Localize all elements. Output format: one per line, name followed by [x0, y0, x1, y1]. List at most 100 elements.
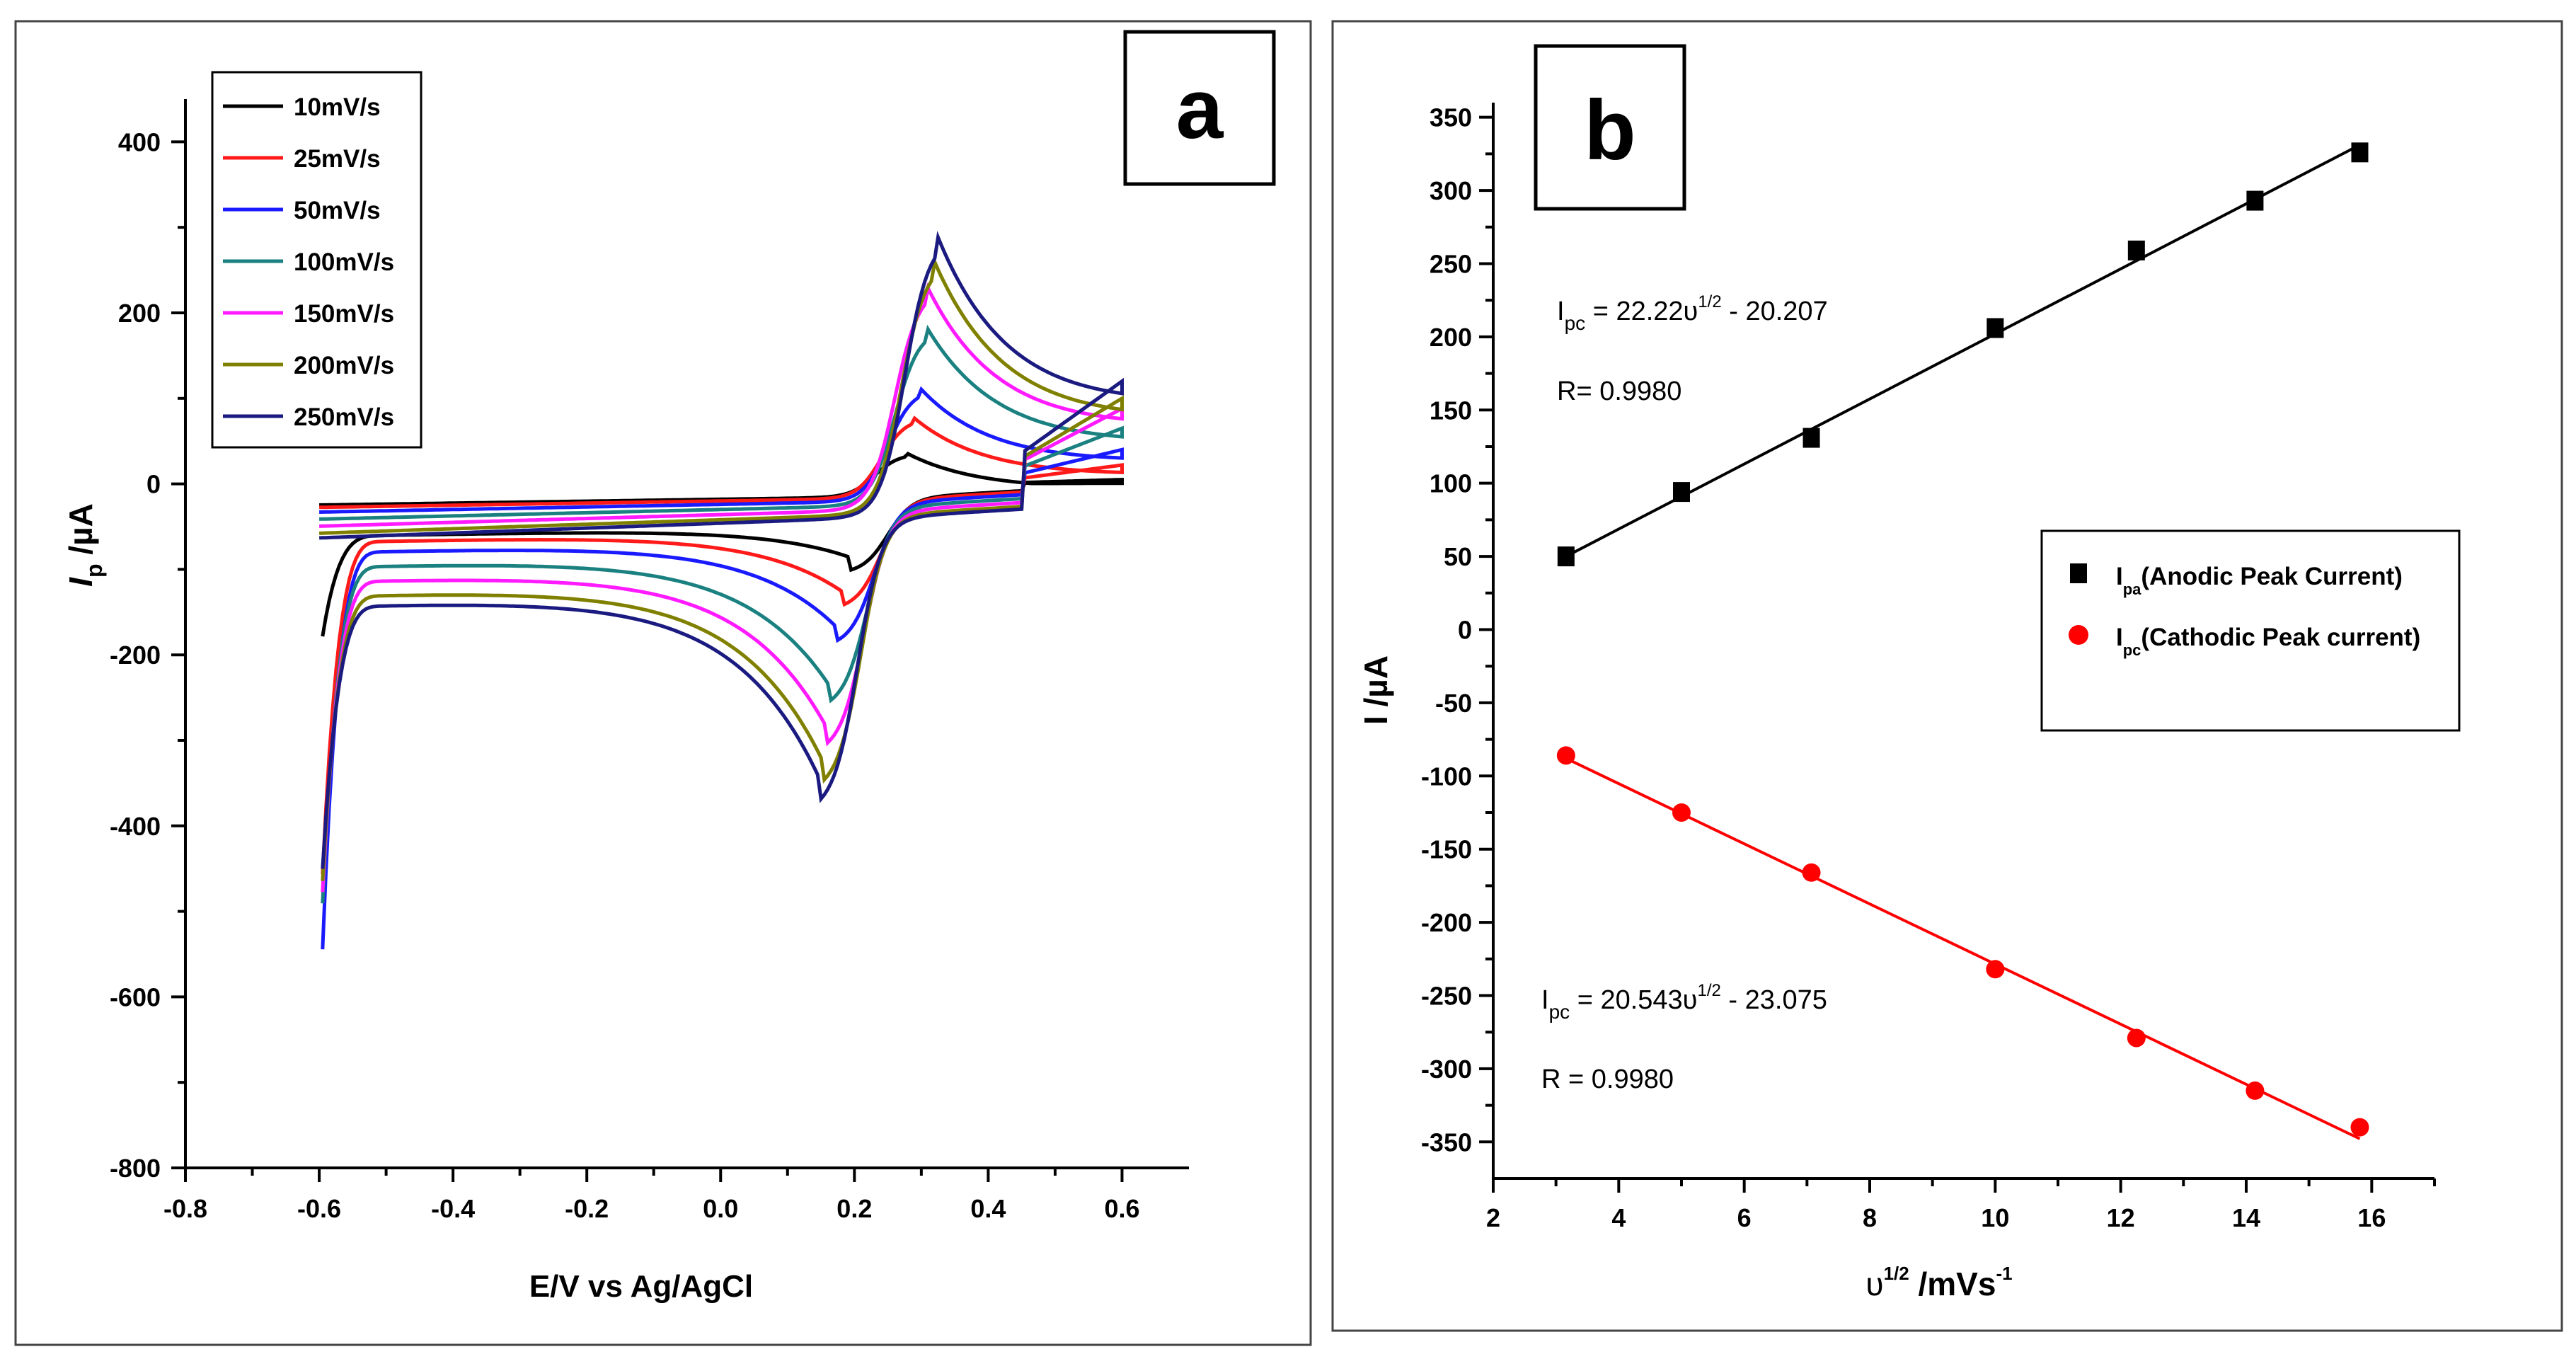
- panel-a-y-tick-label: -400: [110, 812, 161, 841]
- panel-b-y-tick-label: -350: [1421, 1128, 1472, 1157]
- legend-anodic-main: I: [2116, 563, 2123, 590]
- legend-label: 100mV/s: [294, 248, 394, 276]
- eq1-body: = 22.22υ: [1585, 297, 1698, 326]
- panel-b-x-tick-label: 14: [2232, 1203, 2260, 1232]
- cv-curve-200mV-s: [318, 256, 1124, 881]
- anodic-data-point: [2127, 240, 2145, 260]
- legend-cathodic-sub: pc: [2123, 641, 2141, 659]
- panel-a-legend: 10mV/s 25mV/s 50mV/s 100mV/s 150mV/s 200mV/s 2…: [211, 71, 422, 449]
- cv-curve-25mV-s: [319, 415, 1124, 875]
- eq1-main: I: [1557, 297, 1565, 326]
- panel-b-y-tick-label: 0: [1458, 615, 1472, 644]
- eq2-sub: pc: [1549, 1001, 1570, 1023]
- legend-cathodic-marker: [2069, 625, 2088, 645]
- panel-b-y-tick-label: -250: [1421, 981, 1472, 1010]
- panel-a-y-axis-title: Ip /µA: [62, 503, 107, 587]
- svg-text:Ipa(Anodic Peak Current): Ipa(Anodic Peak Current): [2116, 563, 2403, 598]
- legend-anodic-sub: pa: [2123, 580, 2141, 598]
- panel-a-x-tick-label: -0.4: [431, 1194, 475, 1223]
- panel-b-y-tick-label: 50: [1444, 542, 1472, 571]
- panel-a-letter-box: [1123, 30, 1276, 186]
- panel-b-x-title-sup2: -1: [1996, 1263, 2012, 1284]
- eq1-sub: pc: [1565, 312, 1586, 334]
- anodic-fit-line: [1565, 144, 2361, 558]
- panel-a-chart: -0.8 -0.6 -0.4 -0.2 0.0 0.2 0.4 0.6 -800 -600 -400…: [62, 30, 1276, 1304]
- panel-b-x-tick-label: 12: [2107, 1203, 2135, 1232]
- legend-label: 50mV/s: [294, 197, 381, 224]
- cv-curve-50mV-s: [319, 386, 1124, 950]
- anodic-data-point: [1673, 482, 1690, 503]
- panel-b-axes: 2 4 6 8 10 12 14 16 -350 -300 -250 -200 -150 -100 -50 0…: [1421, 103, 2436, 1232]
- cathodic-data-point: [1802, 863, 1821, 882]
- anodic-data-point: [1557, 546, 1575, 567]
- panel-b-legend: Ipa(Anodic Peak Current) Ipc(Cathodic Pe…: [2040, 529, 2461, 732]
- legend-cathodic-main: I: [2116, 624, 2123, 651]
- panel-b-y-tick-label: -50: [1435, 689, 1472, 718]
- panel-a-y-title-main: I: [62, 577, 99, 587]
- panel-a-x-tick-label: -0.6: [297, 1194, 341, 1223]
- eq2-body: = 20.543υ: [1570, 985, 1697, 1015]
- legend-anodic-marker: [2070, 563, 2087, 583]
- legend-anodic-rest: (Anodic Peak Current): [2141, 563, 2403, 590]
- panel-b-x-tick-label: 6: [1737, 1203, 1752, 1232]
- eq1-r: R= 0.9980: [1557, 377, 1681, 406]
- cathodic-data-point: [2350, 1118, 2369, 1137]
- svg-text:Ipc(Cathodic Peak current): Ipc(Cathodic Peak current): [2116, 624, 2420, 659]
- panel-a-frame: [14, 20, 1312, 1346]
- panel-a-letter: a: [1176, 62, 1224, 156]
- panel-a-y-tick-label: 0: [146, 470, 161, 499]
- panel-b-x-axis-title: υ1/2 /mVs-1: [1865, 1263, 2012, 1302]
- eq2-sup: 1/2: [1697, 981, 1720, 1000]
- panel-b-chart: 2 4 6 8 10 12 14 16-350-300-250-200-150-100-500…: [1357, 44, 2461, 1302]
- panel-b-frame: [1331, 20, 2563, 1332]
- panel-b-y-axis-title: I /µA: [1357, 655, 1394, 725]
- legend-cathodic-rest: (Cathodic Peak current): [2141, 624, 2420, 651]
- panel-b-x-tick-label: 16: [2357, 1203, 2386, 1232]
- panel-b-y-tick-label: 200: [1430, 323, 1472, 352]
- panel-b-x-title-mid: /mVs: [1909, 1266, 1996, 1302]
- legend-label: 25mV/s: [294, 145, 381, 173]
- cathodic-data-point: [2127, 1028, 2146, 1048]
- panel-a-x-axis-title: E/V vs Ag/AgCl: [529, 1269, 753, 1304]
- panel-b-y-tick-label: 350: [1430, 103, 1472, 132]
- cathodic-data-point: [1672, 803, 1691, 822]
- panel-b-legend-box: [2040, 529, 2461, 732]
- panel-b-y-tick-label: 300: [1430, 176, 1472, 205]
- cv-curve-150mV-s: [319, 282, 1124, 893]
- panel-a-y-title-sub: p: [81, 563, 107, 578]
- eq2-r: R = 0.9980: [1541, 1065, 1674, 1094]
- eq1-sup: 1/2: [1698, 292, 1721, 311]
- legend-label: 250mV/s: [294, 403, 394, 431]
- panel-b-x-tick-label: 8: [1863, 1203, 1877, 1232]
- anodic-data-point: [1986, 318, 2004, 338]
- panel-b-x-title-sup: 1/2: [1884, 1263, 1909, 1284]
- legend-label: 200mV/s: [294, 352, 394, 379]
- panel-a-x-tick-label: -0.8: [163, 1194, 207, 1223]
- eq1-tail: - 20.207: [1722, 297, 1828, 326]
- eq2-tail: - 23.075: [1721, 985, 1827, 1015]
- panel-b-letter: b: [1584, 83, 1635, 178]
- panel-a-x-tick-label: 0.2: [836, 1194, 872, 1223]
- panel-a-x-tick-label: 0.6: [1104, 1194, 1139, 1223]
- cv-curve-100mV-s: [319, 324, 1124, 904]
- legend-label: 150mV/s: [294, 300, 394, 328]
- cathodic-fit-line: [1565, 757, 2361, 1140]
- panel-a-x-tick-label: 0.4: [970, 1194, 1006, 1223]
- panel-b-equation-anodic: Ipc = 22.22υ1/2 - 20.207 R= 0.9980: [1557, 292, 1828, 406]
- panel-a-y-tick-label: -600: [110, 982, 161, 1011]
- panel-a-y-title-unit: /µA: [62, 503, 99, 563]
- cathodic-data-point: [2246, 1081, 2265, 1100]
- panel-b-x-tick-label: 2: [1486, 1203, 1500, 1232]
- panel-a-series: [318, 231, 1124, 950]
- svg-text:Ipc = 22.22υ1/2 - 20.207: Ipc = 22.22υ1/2 - 20.207: [1557, 292, 1828, 334]
- panel-b-equation-cathodic: Ipc = 20.543υ1/2 - 23.075 R = 0.9980: [1541, 981, 1827, 1094]
- panel-b-y-tick-label: -200: [1421, 908, 1472, 937]
- panel-b-y-tick-label: 100: [1430, 469, 1472, 498]
- svg-text:Ipc = 20.543υ1/2 - 23.075: Ipc = 20.543υ1/2 - 23.075: [1541, 981, 1827, 1023]
- panel-a-x-tick-label: 0.0: [703, 1194, 738, 1223]
- panel-b-series: [1556, 142, 2369, 1140]
- panel-b-y-title-text: I /µA: [1357, 655, 1394, 725]
- cv-curve-250mV-s: [318, 231, 1124, 869]
- panel-a-y-tick-label: 200: [118, 299, 161, 328]
